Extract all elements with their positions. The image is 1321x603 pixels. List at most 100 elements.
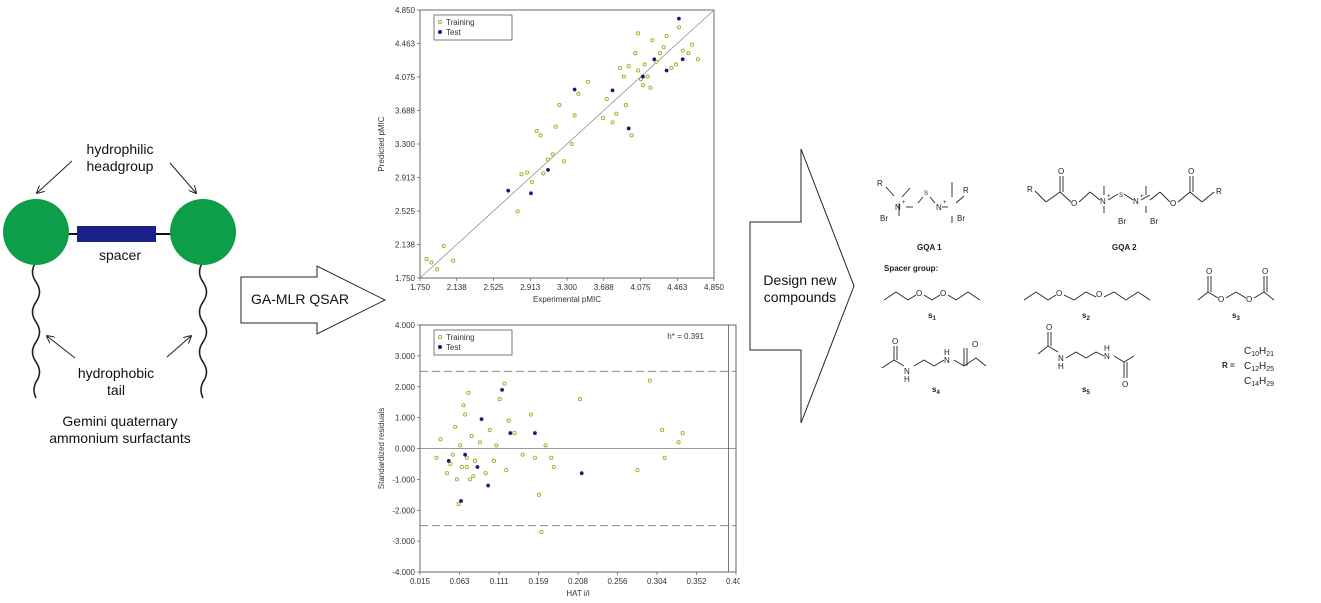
training-point [464, 455, 469, 460]
x-tick-label: 0.256 [607, 577, 628, 586]
training-point [512, 431, 517, 436]
s1-o2: O [940, 289, 946, 298]
x-tick-label: 0.400 [726, 577, 740, 586]
training-point [629, 133, 634, 138]
test-point [486, 483, 491, 488]
legend-marker [437, 334, 443, 340]
legend-marker [437, 344, 443, 350]
y-tick-label: -1.000 [392, 475, 415, 484]
hydrophobic-label-line1: hydrophobic [77, 365, 155, 381]
gqa1-r-right: R [963, 186, 969, 195]
training-point [610, 120, 615, 125]
s2-o1: O [1056, 289, 1062, 298]
headgroup-arrow-right [169, 162, 196, 193]
training-point [543, 443, 548, 448]
training-point [506, 418, 511, 423]
training-point [686, 51, 691, 56]
x-axis-label: HAT i/i [566, 589, 589, 598]
training-point [528, 412, 533, 417]
y-tick-label: -4.000 [392, 568, 415, 577]
training-point [662, 455, 667, 460]
training-point [551, 464, 556, 470]
x-tick-label: 0.111 [490, 577, 509, 586]
design-label-line1: Design new [763, 272, 837, 288]
y-axis-label: Standardized residuals [377, 408, 386, 489]
test-point [664, 68, 669, 73]
gqa1-s-label: S [924, 191, 928, 197]
s5-n2: N [1104, 352, 1110, 361]
s2-label: s2 [1082, 311, 1090, 322]
training-point [451, 258, 456, 263]
training-point [680, 48, 685, 53]
test-point [506, 188, 511, 193]
caption-line2: ammonium surfactants [49, 430, 191, 446]
test-point [579, 471, 584, 476]
s3-o3: O [1246, 295, 1252, 304]
svg-text:+: + [902, 200, 906, 206]
r-group-c12: C12H25 [1244, 361, 1274, 373]
r-equals-label: R = [1222, 361, 1235, 370]
training-point [429, 260, 434, 265]
headgroup-arrow-left [37, 160, 73, 193]
training-point [640, 83, 645, 88]
training-point [502, 381, 507, 386]
training-point [635, 468, 640, 473]
training-point [585, 79, 590, 84]
training-point [572, 113, 577, 118]
design-arrow-label: Design new compounds [752, 272, 848, 306]
training-point [650, 38, 655, 43]
training-point [424, 256, 429, 262]
hydrophobic-tail-left [31, 261, 41, 399]
test-point [475, 465, 480, 469]
surfactant-caption: Gemini quaternary ammonium surfactants [30, 413, 210, 447]
spacer-bar [77, 226, 156, 242]
spacer-s3: O O O O s3 [1197, 267, 1275, 322]
x-tick-label: 0.015 [410, 577, 431, 586]
training-point [472, 458, 478, 463]
s5-o1: O [1046, 323, 1052, 332]
r-group-c10: C10H21 [1244, 346, 1274, 358]
r-group-c14: C14H29 [1244, 376, 1274, 388]
s4-o2: O [972, 340, 978, 349]
gqa2-structure: R O O N + Br S N + Br O O R GQA 2 [1027, 167, 1222, 252]
training-point [676, 440, 681, 445]
training-point [647, 378, 652, 383]
gqa2-s-label: S [1119, 193, 1123, 199]
s4-nh1: N [904, 367, 910, 376]
x-tick-label: 3.300 [557, 283, 578, 292]
training-point [438, 437, 443, 442]
x-tick-label: 0.159 [528, 577, 549, 586]
gqa2-br-left: Br [1118, 217, 1126, 226]
gqa1-structure: R N + Br S N + R Br GQA 1 [877, 179, 969, 252]
y-axis-label: Predicted pMIC [377, 116, 386, 171]
caption-line1: Gemini quaternary [62, 413, 178, 429]
design-label-line2: compounds [763, 289, 837, 305]
y-tick-label: 2.913 [395, 174, 416, 183]
training-point [529, 179, 534, 185]
s5-h1: H [1058, 362, 1064, 371]
training-point [456, 502, 461, 507]
training-point [536, 492, 542, 497]
s3-o4: O [1262, 267, 1268, 276]
training-point [464, 464, 469, 470]
y-tick-label: 3.000 [395, 352, 416, 361]
test-point [479, 417, 484, 422]
training-point [638, 77, 644, 82]
training-point [633, 51, 638, 56]
training-point [618, 65, 623, 70]
gqa1-label: GQA 1 [917, 243, 942, 252]
legend-box [433, 14, 513, 41]
training-point [532, 455, 537, 460]
training-point [661, 45, 666, 50]
y-tick-label: -2.000 [392, 506, 415, 515]
legend-label: Test [446, 28, 461, 37]
training-point [648, 85, 653, 90]
training-point [569, 141, 574, 147]
y-tick-label: 4.850 [395, 6, 416, 15]
qsar-arrow-shape [240, 265, 387, 335]
training-point [623, 103, 628, 108]
test-point [652, 57, 657, 62]
legend-label: Training [446, 333, 475, 342]
s3-o2: O [1218, 295, 1224, 304]
test-point [680, 57, 685, 62]
